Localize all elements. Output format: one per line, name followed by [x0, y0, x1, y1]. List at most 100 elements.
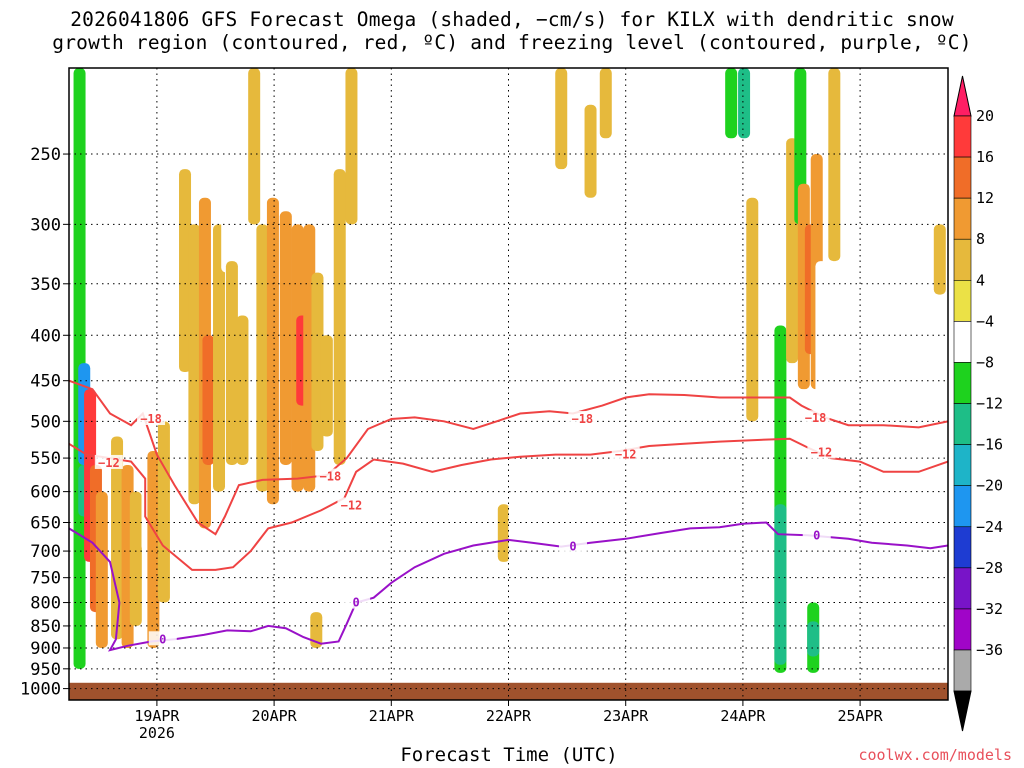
- x-tick-label-25APR: 25APR: [838, 707, 884, 725]
- omega-cell-17: [179, 169, 192, 373]
- contour-label--18-3: −18: [805, 411, 827, 425]
- omega-cell-49: [599, 68, 612, 139]
- omega-cell-35: [333, 169, 346, 466]
- x-tick-label-21APR: 21APR: [369, 707, 415, 725]
- colorbar-label-7: −12: [976, 395, 1003, 413]
- contours: −18 −18 −18 −18 −12 −12 −12 −12 0 0 0 0: [69, 379, 948, 652]
- colorbar-segment-3: [953, 197, 972, 240]
- omega-cell-66: [828, 68, 841, 262]
- y-tick-label-750: 750: [30, 569, 61, 589]
- colorbar-segment-13: [953, 608, 972, 651]
- omega-cell-14: [157, 421, 170, 603]
- omega-cell-24: [236, 315, 249, 466]
- y-tick-label-400: 400: [30, 326, 61, 346]
- omega-cell-28: [266, 197, 279, 505]
- omega-cell-11: [129, 491, 142, 626]
- colorbar-segment-14: [953, 649, 972, 692]
- colorbar-segment-1: [953, 115, 972, 158]
- colorbar-label-0: 20: [976, 107, 994, 125]
- omega-cell-23: [225, 261, 238, 466]
- colorbar-segment-10: [953, 485, 972, 528]
- x-tick-label-22APR: 22APR: [486, 707, 532, 725]
- omega-cell-18: [188, 224, 201, 505]
- colorbar-label-1: 16: [976, 148, 994, 166]
- contour-label-bg-0-2: [558, 538, 587, 553]
- contour-label--18-0: −18: [140, 412, 162, 426]
- contour-label--18-2: −18: [571, 412, 593, 426]
- credit-link[interactable]: coolwx.com/models: [858, 746, 1012, 764]
- y-tick-label-450: 450: [30, 372, 61, 392]
- omega-cell-40: [429, 478, 442, 562]
- colorbar-cap-bottom: [953, 690, 972, 732]
- colorbar-segment-9: [953, 444, 972, 486]
- contour-label-0-3: 0: [813, 528, 820, 542]
- contour-label--12-2: −12: [615, 448, 637, 462]
- colorbar-cap-top: [953, 75, 972, 117]
- omega-cell-54: [746, 197, 759, 422]
- omega-cell-21: [213, 224, 226, 492]
- omega-cell-37: [289, 572, 302, 644]
- contour-label-bg--12-2: [611, 446, 640, 461]
- colorbar-label-5: −4: [976, 312, 994, 330]
- omega-cell-44: [497, 504, 510, 562]
- y-tick-label-850: 850: [30, 617, 61, 637]
- colorbar-label-3: 8: [976, 230, 985, 248]
- contour--12: [69, 437, 948, 571]
- contour--18: [69, 379, 948, 536]
- x-tick-label-20APR: 20APR: [252, 707, 298, 725]
- chart-title-line1: 2026041806 GFS Forecast Omega (shaded, −…: [70, 8, 954, 31]
- omega-cells: [73, 68, 948, 673]
- omega-cell-15: [169, 68, 182, 355]
- colorbar-label-8: −16: [976, 436, 1003, 454]
- colorbar: 20 16 12 8 4 −4 −8 −12 −16 −20 −24 −28 −32 −36: [953, 75, 1003, 732]
- omega-cell-38: [310, 612, 323, 648]
- plot-area: −18 −18 −18 −18 −12 −12 −12 −12 0 0 0 0 250 300 350 400…: [20, 67, 949, 742]
- omega-cell-41: [449, 68, 462, 390]
- contour-label-bg--12-0: [94, 454, 123, 469]
- colorbar-label-11: −28: [976, 559, 1003, 577]
- omega-cell-47: [555, 68, 568, 170]
- omega-cell-8: [111, 436, 124, 640]
- omega-cell-55: [772, 68, 785, 262]
- omega-cell-7: [104, 68, 117, 466]
- x-axis-label: Forecast Time (UTC): [400, 744, 618, 766]
- omega-cell-9: [119, 68, 132, 355]
- y-tick-label-350: 350: [30, 275, 61, 295]
- omega-cell-36: [345, 68, 358, 225]
- x-tick-label-19APR: 19APR: [134, 707, 180, 725]
- omega-cell-48: [584, 104, 597, 198]
- omega-cell-52: [738, 68, 751, 139]
- contour-label-bg--18-1: [316, 468, 345, 483]
- contour-label-0-1: 0: [353, 596, 360, 610]
- omega-cell-46: [521, 68, 534, 355]
- omega-cell-20: [202, 335, 215, 466]
- omega-cell-22: [221, 68, 234, 273]
- contour-label-bg--12-3: [807, 444, 836, 459]
- omega-cell-6: [95, 491, 108, 648]
- y-tick-label-700: 700: [30, 542, 61, 562]
- ground-surface: [69, 682, 948, 700]
- contour-label-bg--18-0: [137, 411, 166, 426]
- colorbar-label-6: −8: [976, 353, 994, 371]
- contour-label-bg-0-1: [342, 594, 371, 609]
- colorbar-label-4: 4: [976, 271, 985, 289]
- x-tick-label-23APR: 23APR: [603, 707, 649, 725]
- contour-label-0-2: 0: [569, 540, 576, 554]
- y-tick-label-800: 800: [30, 594, 61, 614]
- colorbar-label-10: −24: [976, 518, 1003, 536]
- chart-title-line2: growth region (contoured, red, ºC) and f…: [52, 31, 972, 54]
- contour-label-bg--12-1: [337, 497, 366, 512]
- colorbar-segment-11: [953, 526, 972, 569]
- colorbar-segment-7: [953, 362, 972, 404]
- contour-label-bg--18-2: [568, 411, 597, 426]
- contour-label--12-3: −12: [811, 445, 833, 459]
- colorbar-label-9: −20: [976, 477, 1003, 495]
- colorbar-label-12: −32: [976, 600, 1003, 618]
- omega-cell-25: [248, 68, 261, 225]
- omega-cell-34: [320, 335, 333, 437]
- colorbar-segment-5: [953, 280, 972, 322]
- omega-cell-29: [279, 211, 292, 466]
- colorbar-label-13: −36: [976, 641, 1003, 659]
- grid: [69, 68, 948, 700]
- y-tick-label-900: 900: [30, 639, 61, 659]
